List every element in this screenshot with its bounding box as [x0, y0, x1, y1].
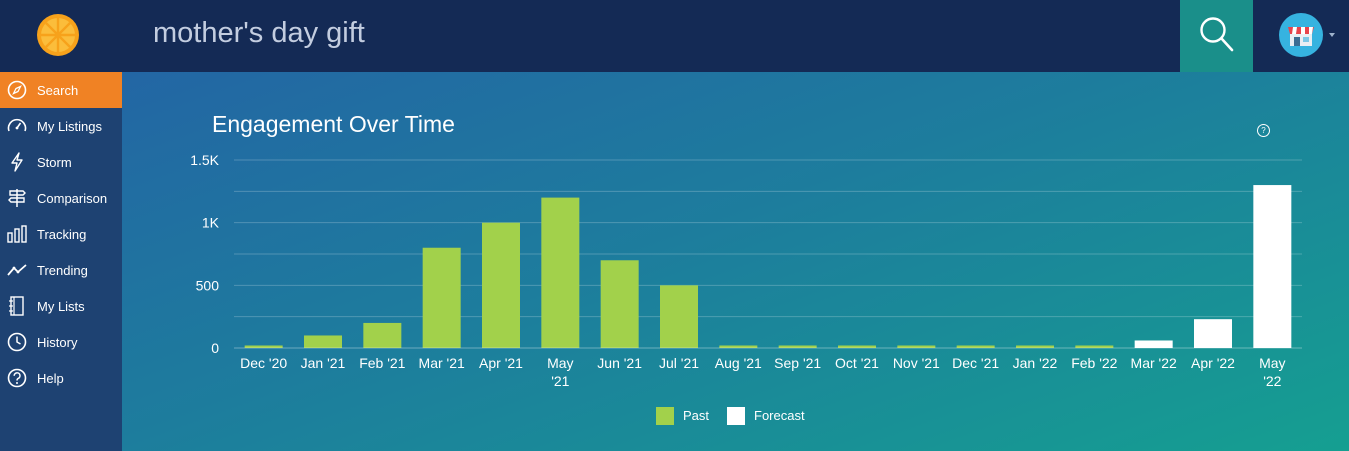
bar-past — [600, 260, 639, 348]
x-tick-label: Feb '21 — [359, 355, 405, 371]
speedometer-icon — [7, 118, 27, 132]
sidebar-item-label: Help — [37, 371, 64, 386]
chevron-down-icon — [1329, 33, 1335, 37]
x-tick-label: Apr '21 — [479, 355, 523, 371]
sidebar-item-comparison[interactable]: Comparison — [0, 180, 122, 216]
clock-icon — [7, 332, 27, 352]
x-tick-label: Jan '22 — [1013, 355, 1058, 371]
x-tick-label: Dec '21 — [952, 355, 999, 371]
x-tick-label: '22 — [1263, 373, 1281, 389]
x-tick-label: Sep '21 — [774, 355, 821, 371]
bar-forecast — [1194, 319, 1232, 348]
bar-past — [541, 197, 580, 348]
bar-past — [719, 345, 758, 348]
question-icon — [7, 368, 27, 388]
x-tick-label: Jun '21 — [597, 355, 642, 371]
notebook-icon — [9, 296, 24, 316]
x-tick-label: Nov '21 — [893, 355, 940, 371]
chart-title: Engagement Over Time — [212, 111, 455, 137]
compass-icon — [7, 80, 27, 100]
sidebar-item-label: Storm — [37, 155, 72, 170]
bar-forecast — [1134, 340, 1173, 348]
y-tick-label: 500 — [196, 277, 220, 293]
lightning-icon — [11, 152, 23, 172]
top-bar: mother's day gift — [122, 0, 1349, 72]
engagement-chart: 0 500 1K 1.5K Dec '20 Jan '21 Feb '21 Mar '21 Ap… — [190, 152, 1302, 425]
bar-past — [956, 345, 995, 348]
sidebar-item-tracking[interactable]: Tracking — [0, 216, 122, 252]
sidebar-item-label: History — [37, 335, 78, 350]
magnifier-icon — [1200, 17, 1234, 52]
bar-past — [778, 345, 817, 348]
x-tick-label: '21 — [551, 373, 569, 389]
x-tick-label: Aug '21 — [715, 355, 762, 371]
sidebar-item-storm[interactable]: Storm — [0, 144, 122, 180]
sidebar-item-label: My Listings — [37, 119, 103, 134]
bar-chart-icon — [7, 225, 27, 243]
y-tick-label: 0 — [211, 340, 219, 356]
bar-past — [304, 335, 342, 348]
x-tick-label: Feb '22 — [1071, 355, 1117, 371]
sidebar-item-label: Comparison — [37, 191, 108, 206]
bar-past — [1075, 345, 1114, 348]
x-tick-label: May — [547, 355, 573, 371]
legend-item-forecast: Forecast — [727, 407, 805, 425]
signpost-icon — [8, 189, 26, 207]
bar-forecast — [1253, 185, 1292, 348]
sidebar-item-label: Search — [37, 83, 79, 98]
bar-past — [422, 247, 461, 348]
x-tick-label: Mar '21 — [419, 355, 465, 371]
trend-line-icon — [7, 264, 27, 276]
bar-past — [1016, 345, 1054, 348]
sidebar-item-help[interactable]: Help — [0, 360, 122, 396]
shop-avatar-icon — [1279, 13, 1323, 57]
x-tick-label: Mar '22 — [1131, 355, 1177, 371]
bar-past — [363, 322, 402, 348]
sidebar-item-search[interactable]: Search — [0, 72, 122, 108]
main-content: 0 500 1K 1.5K Dec '20 Jan '21 Feb '21 Mar '21 Ap… — [122, 72, 1349, 451]
legend-label: Forecast — [754, 408, 805, 423]
orange-slice-icon[interactable] — [36, 13, 80, 57]
x-tick-label: Jan '21 — [301, 355, 346, 371]
sidebar-item-label: Trending — [37, 263, 88, 278]
bar-past — [482, 222, 520, 348]
bar-past — [244, 345, 283, 348]
sidebar-item-history[interactable]: History — [0, 324, 122, 360]
y-tick-label: 1K — [202, 215, 220, 231]
sidebar-item-label: Tracking — [37, 227, 87, 242]
x-tick-label: Jul '21 — [659, 355, 699, 371]
y-tick-label: 1.5K — [190, 152, 219, 168]
legend-swatch — [727, 407, 745, 425]
bar-past — [660, 285, 698, 348]
sidebar-item-my-lists[interactable]: My Lists — [0, 288, 122, 324]
legend-label: Past — [683, 408, 709, 423]
help-icon[interactable]: ? — [1257, 124, 1270, 137]
sidebar-item-trending[interactable]: Trending — [0, 252, 122, 288]
x-tick-label: May — [1259, 355, 1285, 371]
sidebar-item-my-listings[interactable]: My Listings — [0, 108, 122, 144]
logo-area — [0, 0, 122, 72]
legend-item-past: Past — [656, 407, 709, 425]
sidebar: Search My Listings Storm Comparison Trac… — [0, 0, 122, 451]
x-tick-label: Dec '20 — [240, 355, 287, 371]
search-button[interactable] — [1180, 0, 1253, 72]
bar-past — [838, 345, 876, 348]
legend-swatch — [656, 407, 674, 425]
search-query[interactable]: mother's day gift — [153, 17, 365, 49]
x-tick-label: Oct '21 — [835, 355, 879, 371]
x-tick-label: Apr '22 — [1191, 355, 1235, 371]
bar-past — [897, 345, 936, 348]
user-menu[interactable] — [1275, 13, 1337, 59]
sidebar-item-label: My Lists — [37, 299, 85, 314]
